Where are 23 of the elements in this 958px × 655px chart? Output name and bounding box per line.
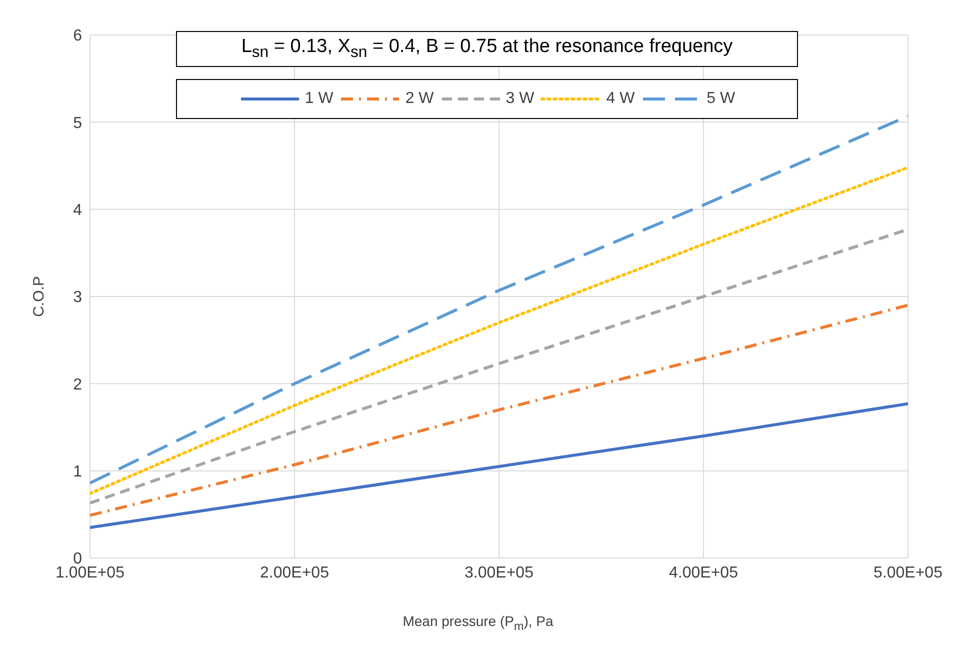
- legend-label: 5 W: [706, 90, 736, 108]
- y-tick-label: 5: [73, 114, 82, 132]
- y-tick-label: 1: [73, 464, 82, 481]
- legend-label: 3 W: [506, 90, 534, 108]
- legend-label: 2 W: [405, 90, 434, 108]
- y-tick-label: 6: [73, 28, 82, 45]
- legend-label: 4 W: [606, 90, 635, 108]
- y-tick-label: 2: [73, 376, 82, 394]
- line-series: [90, 166, 908, 495]
- line-series: [90, 402, 908, 529]
- line-series: [90, 114, 908, 485]
- y-tick-label: 4: [73, 202, 82, 220]
- y-tick-label: 3: [73, 289, 82, 306]
- x-tick-label: 4.00E+05: [669, 564, 738, 582]
- line-series: [90, 304, 908, 517]
- x-tick-label: 5.00E+05: [874, 564, 943, 582]
- legend-label: 1 W: [304, 90, 334, 108]
- x-tick-label: 3.00E+05: [464, 564, 534, 582]
- annotation: L$_{sn}$ = 0.13, X$_{sn}$ = 0.4, B = 0.75 at the resonance frequency: [241, 36, 733, 62]
- x-axis-title: Mean pressure (P$_{m}$), Pa: [402, 613, 554, 633]
- note-box: L$_{sn}$ = 0.13, X$_{sn}$ = 0.4, B = 0.75 at the resonance frequency: [176, 31, 798, 67]
- y-axis-title: C.O.P: [30, 276, 48, 317]
- x-tick-label: 2.00E+05: [260, 564, 330, 582]
